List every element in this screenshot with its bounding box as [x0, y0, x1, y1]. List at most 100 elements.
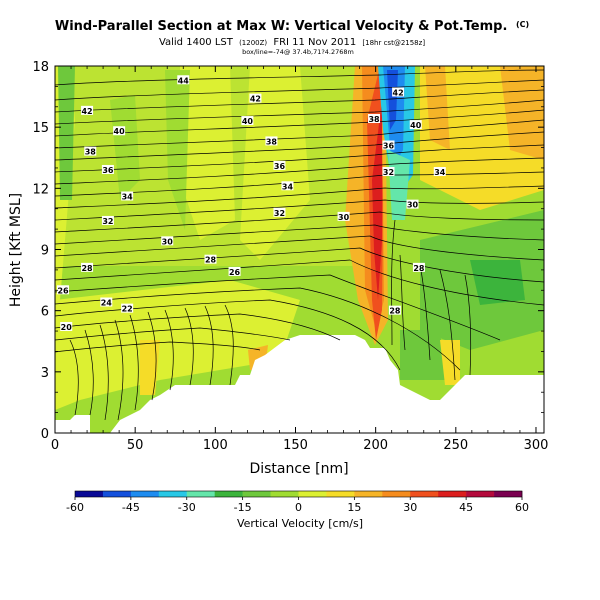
contour-label-bg — [382, 167, 395, 177]
contour-label: 36 — [274, 162, 286, 171]
y-tick-label: 0 — [41, 427, 49, 442]
vv-field-green-col-1 — [58, 66, 75, 200]
colorbar-segment — [410, 491, 439, 497]
contour-label: 38 — [85, 148, 97, 157]
colorbar-tick-label: 45 — [459, 501, 473, 514]
contour-label-bg — [161, 236, 174, 246]
y-tick-label: 9 — [41, 244, 49, 259]
vv-field-downdraft-core — [387, 70, 398, 130]
x-axis-title: Distance [nm] — [249, 461, 348, 477]
contour-label-bg — [60, 321, 73, 331]
contour-label-bg — [273, 160, 286, 170]
contour-label: 22 — [122, 305, 133, 314]
colorbar-title: Vertical Velocity [cm/s] — [237, 517, 363, 530]
y-tick-label: 3 — [41, 366, 49, 381]
y-tick-label: 12 — [32, 182, 49, 197]
contour-label: 40 — [114, 127, 126, 136]
contour-label-bg — [265, 136, 278, 146]
contour-label-bg — [406, 199, 419, 209]
contour-label: 26 — [229, 268, 241, 277]
vv-field-green-right3 — [400, 330, 445, 380]
contour-label-bg — [177, 75, 190, 85]
contour-label-bg — [337, 211, 350, 221]
y-tick-label: 18 — [32, 60, 49, 75]
contour-label: 28 — [205, 256, 217, 265]
x-tick-label: 250 — [443, 438, 468, 453]
colorbar-segment — [326, 491, 355, 497]
plot-area: 44 42 42 42 40 40 40 38 38 38 36 36 36 34 34 34 32 32 32 30… — [55, 66, 544, 433]
contour-label-bg — [204, 254, 217, 264]
contour-label: 28 — [81, 264, 93, 273]
colorbar-segment — [242, 491, 271, 497]
contour-label: 32 — [102, 217, 113, 226]
contour-label: 32 — [274, 209, 285, 218]
x-tick-label: 150 — [283, 438, 308, 453]
contour-label: 42 — [81, 107, 92, 116]
colorbar-segment — [130, 491, 160, 497]
contour-label: 44 — [178, 76, 190, 85]
chart-info-line: box/line=-74@ 37.4b,71?4.2768m — [242, 48, 354, 56]
y-axis-title: Height [Kft MSL] — [8, 193, 24, 307]
contour-label: 30 — [407, 201, 419, 210]
vv-field-updraft-core2 — [372, 100, 382, 300]
x-tick-label: 100 — [203, 438, 228, 453]
chart-subtitle: Valid 1400 LST (1200Z) FRI 11 Nov 2011 [… — [159, 37, 425, 48]
contour-label: 34 — [122, 192, 134, 201]
contour-label: 20 — [61, 323, 73, 332]
contour-label-bg — [241, 116, 254, 126]
vv-field-yellow-lowleft — [55, 280, 300, 410]
contour-label: 30 — [162, 237, 174, 246]
contour-label: 38 — [368, 115, 380, 124]
terrain — [55, 335, 544, 433]
contour-label-bg — [281, 181, 294, 191]
contour-label: 34 — [282, 182, 294, 191]
colorbar-segment — [354, 491, 383, 497]
contour-label: 30 — [338, 213, 350, 222]
contour-label: 26 — [57, 286, 69, 295]
colorbar-segment — [382, 491, 411, 497]
contour-label-bg — [81, 105, 94, 115]
contour-label: 38 — [266, 137, 278, 146]
contour-label-bg — [412, 262, 425, 272]
contour-label: 24 — [101, 299, 113, 308]
colorbar-tick-label: -60 — [66, 501, 84, 514]
vv-field-green-right2 — [470, 260, 525, 305]
contour-label: 42 — [250, 95, 261, 104]
contour-label-bg — [101, 164, 114, 174]
theta-contours — [55, 69, 544, 421]
contour-label-bg — [121, 191, 134, 201]
contour-label: 34 — [434, 168, 446, 177]
contour-label-bg — [121, 303, 134, 313]
colorbar-segment — [270, 491, 299, 497]
colorbar-tick-label: 0 — [295, 501, 302, 514]
contour-label-bg — [249, 93, 262, 103]
contour-label-bg — [382, 140, 395, 150]
colorbar-segment — [298, 491, 327, 497]
colorbar-tick-label: 30 — [403, 501, 417, 514]
contour-label: 40 — [242, 117, 254, 126]
colorbar-tick-label: -15 — [234, 501, 252, 514]
contour-label-bg — [57, 285, 70, 295]
contour-label: 42 — [393, 89, 404, 98]
contour-label-bg — [273, 207, 286, 217]
colorbar-segment — [186, 491, 215, 497]
colorbar-segment — [494, 491, 523, 497]
colorbar-segment — [158, 491, 188, 497]
contour-label-bg — [368, 114, 381, 124]
contour-label-bg — [113, 126, 126, 136]
contour-label: 36 — [383, 142, 395, 151]
colorbar-tick-label: 60 — [515, 501, 529, 514]
colorbar-segment — [75, 491, 104, 497]
colorbar-segment — [102, 491, 132, 497]
contour-label: 32 — [383, 168, 394, 177]
colorbar-segment — [466, 491, 495, 497]
colorbar-tick-label: -30 — [178, 501, 196, 514]
contour-label-bg — [409, 120, 422, 130]
contour-label-bg — [81, 262, 94, 272]
x-tick-label: 300 — [524, 438, 549, 453]
x-tick-label: 0 — [51, 438, 59, 453]
contour-label-bg — [100, 297, 113, 307]
contour-label-bg — [84, 146, 97, 156]
